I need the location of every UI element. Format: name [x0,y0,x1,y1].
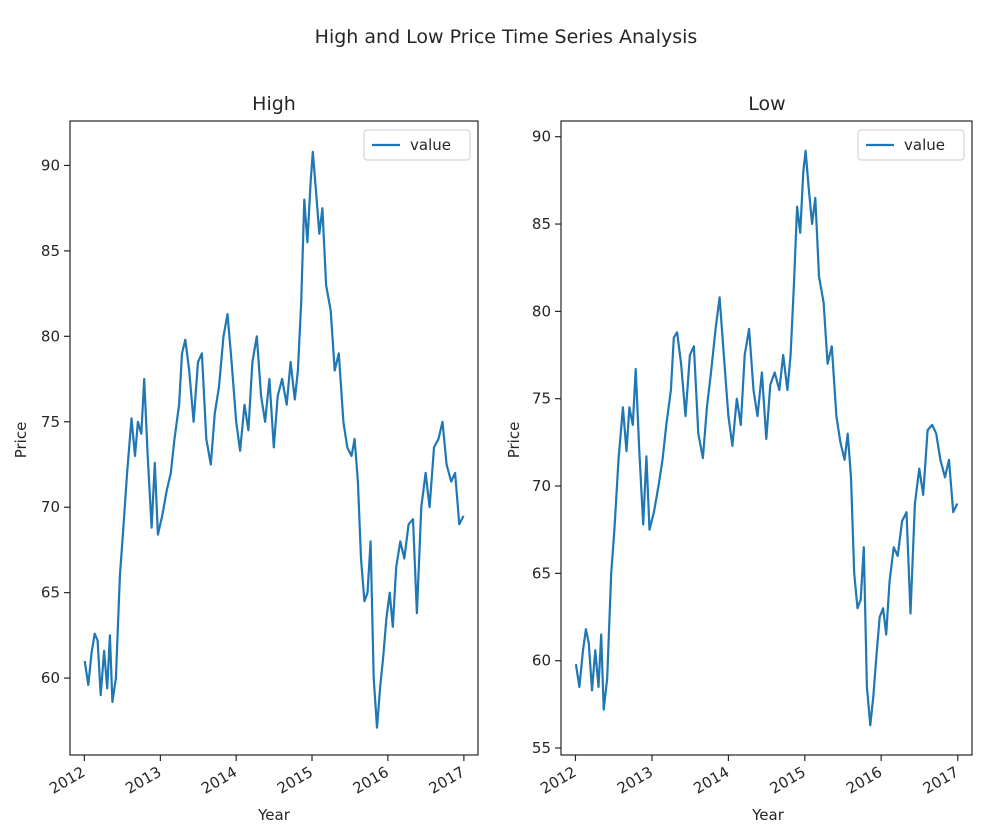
panel-low: Low Year Price 55 60 65 70 75 80 85 90 2012 2013 2… [505,93,973,824]
y-tick-label: 85 [41,242,60,260]
y-tick-label: 65 [41,584,60,602]
x-tick-label: 2016 [350,763,392,798]
x-tick-label: 2017 [920,763,962,798]
y-tick-label: 90 [532,128,551,146]
x-tick-label: 2013 [614,763,656,798]
x-tick-label: 2015 [274,763,316,798]
plot-frame-high [69,120,479,756]
legend-box [857,129,965,161]
y-tick-label: 70 [41,498,60,516]
y-tick-label: 75 [532,390,551,408]
panel-title-high: High [252,93,296,115]
y-tick-label: 85 [532,215,551,233]
x-tick-label: 2013 [122,763,164,798]
y-tick-label: 80 [532,302,551,320]
x-axis-label-low: Year [751,806,785,824]
x-tick-label: 2012 [46,763,88,798]
y-tick-label: 60 [41,669,60,687]
legend-low: value [857,129,965,161]
y-tick-label: 90 [41,156,60,174]
y-tick-label: 60 [532,652,551,670]
x-tick-label: 2014 [198,763,240,798]
x-tick-label: 2014 [690,763,732,798]
series-line-low-0 [574,149,959,727]
legend-high: value [363,129,471,161]
y-tick-label: 75 [41,413,60,431]
x-axis-label-high: Year [257,806,291,824]
figure-suptitle: High and Low Price Time Series Analysis [315,26,698,48]
panel-high: High Year Price 60 65 70 75 80 85 90 2012 2013 20… [12,93,479,824]
y-tick-label: 80 [41,327,60,345]
y-axis-label-low: Price [505,422,523,459]
y-tick-label: 65 [532,564,551,582]
series-line-high-0 [83,150,465,729]
plot-frame-low [560,120,973,756]
y-tick-label: 70 [532,477,551,495]
y-tick-label: 55 [532,739,551,757]
legend-entry-label: value [904,136,945,154]
panel-title-low: Low [748,93,785,115]
x-tick-label: 2012 [537,763,579,798]
x-tick-label: 2016 [843,763,885,798]
legend-box [363,129,471,161]
legend-entry-label: value [410,136,451,154]
y-axis-label-high: Price [12,422,30,459]
x-tick-label: 2015 [767,763,809,798]
x-tick-label: 2017 [426,763,468,798]
